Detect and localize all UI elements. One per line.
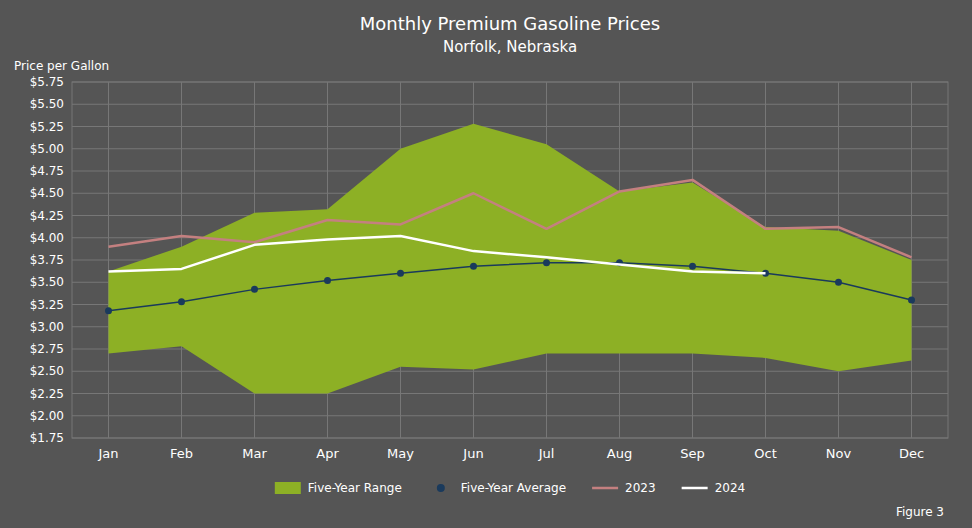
series-line — [109, 236, 766, 273]
legend-item: 2024 — [682, 481, 746, 495]
y-tick-label: $1.75 — [30, 431, 64, 445]
plot-frame — [72, 82, 948, 438]
y-tick-label: $3.25 — [30, 298, 64, 312]
legend-swatch — [275, 482, 301, 494]
series-marker — [835, 279, 842, 286]
y-grid-line — [72, 126, 948, 127]
y-tick-label: $4.50 — [30, 186, 64, 200]
chart: Monthly Premium Gasoline Prices Norfolk, … — [0, 0, 972, 528]
x-tick-label: Jul — [538, 446, 555, 461]
series-marker — [397, 270, 404, 277]
legend-label: Five-Year Range — [308, 481, 402, 495]
x-tick-label: Sep — [680, 446, 705, 461]
x-tick-label: May — [387, 446, 414, 461]
y-tick-label: $2.00 — [30, 409, 64, 423]
y-tick-label: $3.00 — [30, 320, 64, 334]
x-tick-label: Mar — [242, 446, 267, 461]
y-grid-line — [72, 415, 948, 416]
legend-label: Five-Year Average — [461, 481, 566, 495]
y-grid-line — [72, 104, 948, 105]
y-tick-label: $2.75 — [30, 342, 64, 356]
y-tick-label: $3.50 — [30, 275, 64, 289]
legend-item: 2023 — [592, 481, 656, 495]
legend-swatch — [592, 487, 618, 490]
series-marker — [689, 263, 696, 270]
legend: Five-Year Range Five-Year Average 2023 2024 — [275, 481, 745, 495]
legend-swatch — [437, 484, 445, 492]
legend-item: Five-Year Average — [437, 481, 566, 495]
x-tick-label: Jan — [97, 446, 118, 461]
title: Monthly Premium Gasoline Prices — [360, 13, 660, 34]
y-grid-line — [72, 371, 948, 372]
x-tick-label: Feb — [170, 446, 193, 461]
x-tick-label: Oct — [754, 446, 776, 461]
y-axis-label: Price per Gallon — [14, 59, 109, 73]
series-marker — [470, 263, 477, 270]
y-tick-label: $5.50 — [30, 97, 64, 111]
grid — [72, 82, 948, 438]
series-marker — [178, 298, 185, 305]
legend-item: Five-Year Range — [275, 481, 402, 495]
y-tick-label: $2.25 — [30, 387, 64, 401]
series-line — [109, 180, 912, 257]
y-tick-label: $5.25 — [30, 120, 64, 134]
series-marker — [324, 277, 331, 284]
y-tick-label: $5.00 — [30, 142, 64, 156]
x-tick-label: Jun — [462, 446, 483, 461]
y-tick-label: $4.00 — [30, 231, 64, 245]
x-tick-label: Dec — [899, 446, 924, 461]
y-tick-label: $5.75 — [30, 75, 64, 89]
y-tick-label: $2.50 — [30, 364, 64, 378]
range-area — [109, 124, 912, 394]
legend-label: 2024 — [715, 481, 746, 495]
series-marker — [543, 259, 550, 266]
y-tick-label: $4.75 — [30, 164, 64, 178]
x-grid-line — [108, 82, 109, 438]
background — [0, 0, 972, 528]
y-tick-label: $3.75 — [30, 253, 64, 267]
series-marker — [251, 286, 258, 293]
y-grid-line — [72, 393, 948, 394]
legend-swatch — [682, 487, 708, 490]
series-line — [109, 263, 912, 311]
marks — [105, 124, 915, 394]
x-tick-label: Aug — [607, 446, 632, 461]
subtitle: Norfolk, Nebraska — [443, 38, 577, 56]
annotation: Figure 3 — [896, 505, 944, 519]
legend-label: 2023 — [625, 481, 656, 495]
series-marker — [908, 297, 915, 304]
series-marker — [105, 307, 112, 314]
x-tick-label: Apr — [316, 446, 339, 461]
x-tick-label: Nov — [826, 446, 852, 461]
y-tick-label: $4.25 — [30, 209, 64, 223]
